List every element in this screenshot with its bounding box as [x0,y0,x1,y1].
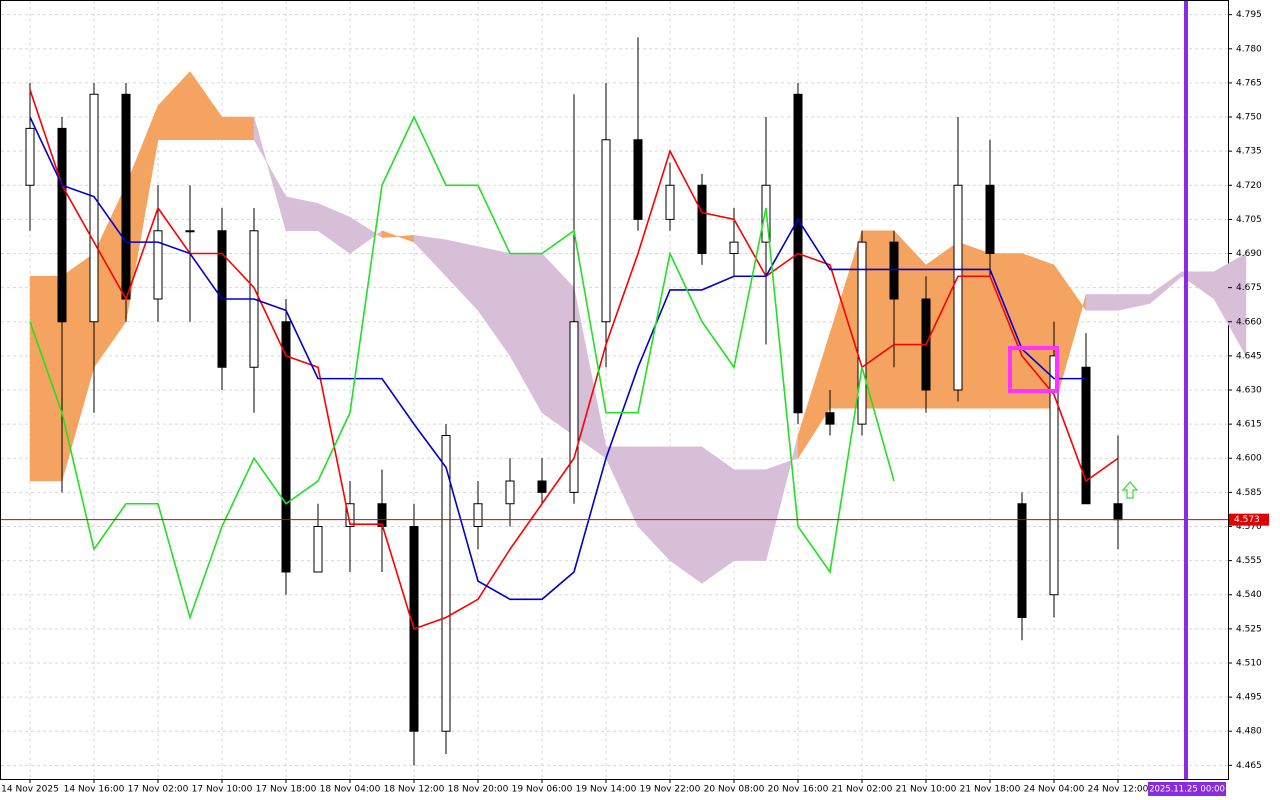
y-tick-label: 4.795 [1236,10,1262,20]
candle-body [89,93,99,323]
price-label: 4.573 [1234,515,1260,525]
y-tick-label: 4.600 [1236,454,1262,464]
x-tick-label: 17 Nov 10:00 [192,785,253,795]
cloud-segment [1085,294,1119,311]
price-label-bg [1229,513,1269,526]
x-tick-label: 18 Nov 04:00 [320,785,381,795]
x-tick-label: 18 Nov 12:00 [384,785,445,795]
indicator-line [29,116,1086,601]
candle-body [985,184,995,255]
indicator-line [29,89,1119,630]
y-tick-label: 4.645 [1236,351,1262,361]
highlight-box [1008,346,1059,393]
candle-body [313,525,323,573]
cloud-segment [29,276,63,482]
candle-body [729,241,739,255]
x-tick-label: 21 Nov 10:00 [896,785,957,795]
candle-body [281,321,291,573]
x-tick-label: 19 Nov 06:00 [512,785,573,795]
x-tick-label: 19 Nov 14:00 [576,785,637,795]
plot-layer [1,1,1247,779]
x-tick-label: 21 Nov 02:00 [832,785,893,795]
x-tick-label: 20 Nov 16:00 [768,785,829,795]
x-tick-label: 17 Nov 18:00 [256,785,317,795]
cloud-segment [221,116,255,141]
candle-body [825,412,835,425]
y-tick-label: 4.510 [1236,658,1262,668]
x-tick-label: 20 Nov 08:00 [704,785,765,795]
indicator-line [29,115,895,621]
candle-body [633,139,643,220]
y-tick-label: 4.480 [1236,727,1262,737]
cloud-segment [669,446,703,584]
candle-body [121,93,131,300]
y-tick-label: 4.570 [1236,522,1262,532]
y-tick-label: 4.660 [1236,317,1262,327]
x-tick-label: 19 Nov 22:00 [640,785,701,795]
y-tick-label: 4.615 [1236,420,1262,430]
candle-body [889,241,899,300]
candle-body [441,434,451,732]
x-tick-label: 14 Nov 2025 [1,785,59,795]
y-tick-label: 4.705 [1236,215,1262,225]
y-tick-label: 4.630 [1236,386,1262,396]
cloud-segment [925,241,959,409]
candle-body [1113,503,1123,521]
y-tick-label: 4.495 [1236,693,1262,703]
y-tick-label: 4.750 [1236,113,1262,123]
y-tick-label: 4.525 [1236,624,1262,634]
x-tick-label: 17 Nov 02:00 [128,785,189,795]
candle-body [953,184,963,391]
y-tick-label: 4.675 [1236,283,1262,293]
candle-body [185,230,195,233]
candle-body [153,230,163,300]
candle-body [345,503,355,527]
time-marker-bg [1148,782,1226,796]
cloud-segment [1021,253,1055,409]
candle-body [57,127,67,323]
y-tick-label: 4.765 [1236,78,1262,88]
y-tick-label: 4.540 [1236,590,1262,600]
candle-body [857,241,867,425]
time-marker-label: 2025.11.25 00:00 [1149,785,1225,795]
candle-body [665,184,675,220]
y-tick-label: 4.690 [1236,249,1262,259]
x-tick-label: 18 Nov 20:00 [448,785,509,795]
candle-body [569,321,579,493]
candle-body [1081,366,1091,505]
x-tick-label: 14 Nov 16:00 [64,785,125,795]
x-tick-label: 24 Nov 04:00 [1024,785,1085,795]
candle-body [1049,355,1059,596]
y-tick-label: 4.465 [1236,761,1262,771]
cloud-segment [1213,253,1247,357]
candle-body [1017,503,1027,618]
y-tick-label: 4.555 [1236,556,1262,566]
cloud-segment [957,241,991,409]
y-tick-label: 4.585 [1236,488,1262,498]
candle-body [505,480,515,505]
candle-body [377,503,387,527]
cloud-segment [701,446,735,584]
candle-body [697,184,707,255]
up-arrow [1121,481,1139,499]
y-tick-label: 4.735 [1236,147,1262,157]
candle-body [25,127,35,186]
candle-body [473,503,483,527]
candle-body [537,480,547,493]
y-tick-label: 4.720 [1236,181,1262,191]
y-tick-label: 4.780 [1236,44,1262,54]
candle-body [601,139,611,323]
x-tick-label: 24 Nov 12:00 [1088,785,1149,795]
cloud-segment [989,253,1023,409]
x-tick-label: 21 Nov 18:00 [960,785,1021,795]
cloud-segment [733,469,767,561]
